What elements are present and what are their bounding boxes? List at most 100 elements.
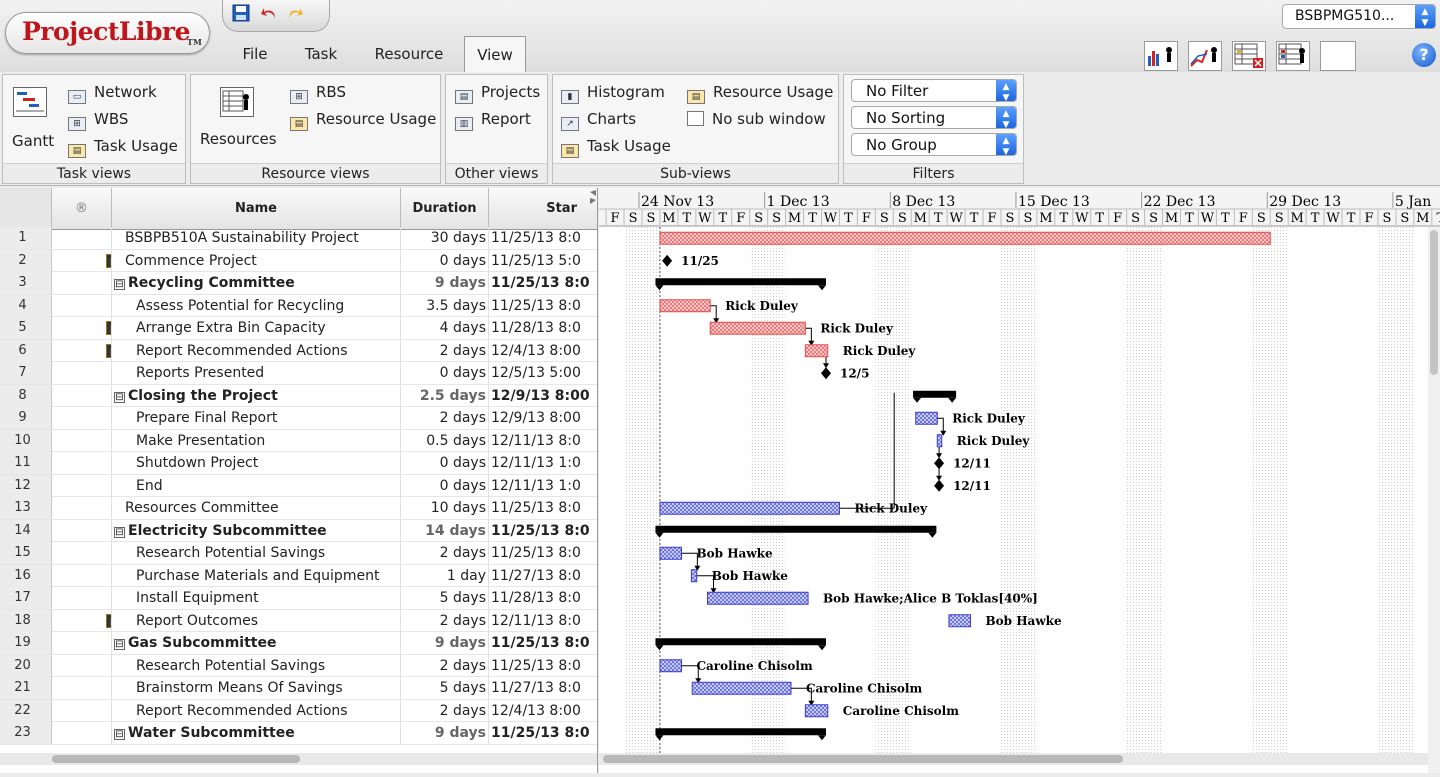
start-cell[interactable]: 11/25/13 8:0: [491, 230, 581, 246]
start-cell[interactable]: 11/27/13 8:0: [491, 567, 581, 584]
row-number[interactable]: 20: [0, 654, 52, 677]
table-row[interactable]: 2 Commence Project 0 days 11/25/13 5:0: [0, 249, 597, 272]
table-row[interactable]: 23 ⊟ Water Subcommittee 9 days 11/25/13 8:0: [0, 722, 597, 745]
start-cell[interactable]: 11/28/13 8:0: [491, 590, 581, 606]
gantt-vertical-scroll-thumb[interactable]: [1430, 230, 1438, 375]
row-number[interactable]: 10: [0, 429, 52, 452]
table-row[interactable]: 15 Research Potential Savings 2 days 11/25/…: [0, 542, 597, 565]
duration-cell[interactable]: 9 days: [401, 722, 489, 744]
start-cell[interactable]: 12/5/13 5:00: [491, 365, 581, 381]
row-number[interactable]: 14: [0, 519, 52, 542]
row-number[interactable]: 6: [0, 339, 52, 362]
start-cell[interactable]: 12/4/13 8:00: [491, 342, 581, 359]
row-number[interactable]: 7: [0, 362, 52, 384]
start-cell[interactable]: 11/25/13 8:0: [491, 725, 589, 741]
wbs-view-button[interactable]: ⊞ WBS: [68, 109, 128, 131]
milestone-diamond[interactable]: [934, 457, 945, 470]
no-sub-window-option[interactable]: No sub window: [687, 109, 826, 129]
duration-cell[interactable]: 3.5 days: [401, 294, 489, 317]
start-cell[interactable]: 11/25/13 5:0: [491, 252, 581, 269]
row-number[interactable]: 22: [0, 699, 52, 722]
task-name-cell[interactable]: Make Presentation: [112, 429, 401, 452]
charts-subview-button[interactable]: ↗ Charts: [561, 109, 636, 131]
resource-usage-grid-button[interactable]: [1276, 41, 1310, 71]
row-number[interactable]: 5: [0, 317, 52, 339]
tab-resource[interactable]: Resource: [374, 45, 444, 63]
duration-cell[interactable]: 0 days: [401, 249, 489, 272]
task-name-cell[interactable]: ⊟ Gas Subcommittee: [112, 632, 401, 654]
duration-cell[interactable]: 2.5 days: [401, 384, 489, 407]
collapse-icon[interactable]: ⊟: [114, 391, 125, 403]
collapse-icon[interactable]: ⊟: [114, 729, 125, 740]
task-name-cell[interactable]: BSBPB510A Sustainability Project: [112, 227, 401, 249]
no-sub-window-checkbox[interactable]: [687, 111, 704, 126]
start-cell[interactable]: 12/9/13 8:00: [491, 387, 589, 404]
task-name-cell[interactable]: Report Outcomes: [112, 609, 401, 632]
start-cell[interactable]: 12/11/13 1:0: [491, 455, 581, 471]
duration-column-header[interactable]: Duration: [401, 188, 489, 230]
collapse-icon[interactable]: ⊟: [114, 279, 125, 290]
duration-cell[interactable]: 10 days: [401, 497, 489, 519]
notes-icon[interactable]: [106, 343, 111, 358]
histogram-subview-button[interactable]: ▮ Histogram: [561, 82, 665, 104]
task-name-cell[interactable]: Reports Presented: [112, 362, 401, 384]
duration-cell[interactable]: 9 days: [401, 632, 489, 654]
row-number[interactable]: 8: [0, 384, 52, 407]
critical-task-bar[interactable]: [659, 231, 1271, 245]
milestone-diamond[interactable]: [934, 479, 945, 492]
start-cell[interactable]: 11/28/13 8:0: [491, 320, 581, 336]
gantt-view-button[interactable]: Gantt: [12, 132, 55, 150]
table-row[interactable]: 10 Make Presentation 0.5 days 12/11/13 8:0: [0, 429, 597, 452]
table-row[interactable]: 5 Arrange Extra Bin Capacity 4 days 11/28/1…: [0, 317, 597, 340]
row-number[interactable]: 17: [0, 587, 52, 609]
duration-cell[interactable]: 5 days: [401, 677, 489, 699]
duration-cell[interactable]: 2 days: [401, 654, 489, 677]
task-name-cell[interactable]: Research Potential Savings: [112, 654, 401, 677]
task-name-cell[interactable]: ⊟ Electricity Subcommittee: [112, 519, 401, 542]
task-name-cell[interactable]: Commence Project: [112, 249, 401, 272]
start-cell[interactable]: 11/25/13 8:0: [491, 275, 589, 291]
task-name-cell[interactable]: Assess Potential for Recycling: [112, 294, 401, 317]
notes-icon[interactable]: [106, 613, 111, 628]
tab-file[interactable]: File: [242, 45, 268, 63]
critical-task-bar[interactable]: [709, 321, 806, 335]
gantt-horizontal-scroll-thumb[interactable]: [603, 755, 1123, 763]
row-number[interactable]: 23: [0, 722, 52, 744]
row-number[interactable]: 4: [0, 294, 52, 317]
table-row[interactable]: 4 Assess Potential for Recycling 3.5 days 1…: [0, 294, 597, 317]
start-cell[interactable]: 11/25/13 8:0: [491, 545, 581, 561]
help-icon[interactable]: ?: [1412, 43, 1436, 67]
start-cell[interactable]: 11/25/13 8:0: [491, 657, 581, 674]
task-bar[interactable]: [936, 434, 943, 448]
task-name-cell[interactable]: Prepare Final Report: [112, 407, 401, 429]
critical-task-bar[interactable]: [804, 344, 829, 358]
start-cell[interactable]: 11/27/13 8:0: [491, 680, 581, 696]
task-name-cell[interactable]: Research Potential Savings: [112, 542, 401, 564]
save-icon[interactable]: [231, 4, 251, 24]
duration-cell[interactable]: 5 days: [401, 587, 489, 609]
row-number[interactable]: 2: [0, 249, 52, 272]
task-bar[interactable]: [659, 546, 682, 560]
row-number[interactable]: 3: [0, 272, 52, 294]
task-name-cell[interactable]: Install Equipment: [112, 587, 401, 609]
sorting-select[interactable]: No Sorting ▲ ▼: [851, 106, 1017, 130]
duration-cell[interactable]: 0.5 days: [401, 429, 489, 452]
table-row[interactable]: 11 Shutdown Project 0 days 12/11/13 1:0: [0, 452, 597, 475]
duration-cell[interactable]: 2 days: [401, 699, 489, 722]
duration-cell[interactable]: 30 days: [401, 227, 489, 249]
blank-view-button[interactable]: [1320, 41, 1356, 71]
notes-icon[interactable]: [106, 321, 111, 335]
network-view-button[interactable]: ▭ Network: [68, 82, 157, 104]
task-name-cell[interactable]: Resources Committee: [112, 497, 401, 519]
summary-bar[interactable]: [655, 638, 826, 646]
projects-view-button[interactable]: ▤ Projects: [455, 82, 540, 104]
task-bar[interactable]: [915, 411, 938, 425]
task-usage-grid-button[interactable]: [1232, 41, 1266, 71]
task-bar[interactable]: [804, 704, 829, 718]
milestone-diamond[interactable]: [820, 367, 831, 380]
start-cell[interactable]: 11/25/13 8:0: [491, 522, 589, 539]
table-row[interactable]: 18 Report Outcomes 2 days 12/11/13 8:0: [0, 609, 597, 632]
start-cell[interactable]: 11/25/13 8:0: [491, 635, 589, 651]
duration-cell[interactable]: 0 days: [401, 474, 489, 497]
table-row[interactable]: 22 Report Recommended Actions 2 days 12/4/1…: [0, 699, 597, 722]
